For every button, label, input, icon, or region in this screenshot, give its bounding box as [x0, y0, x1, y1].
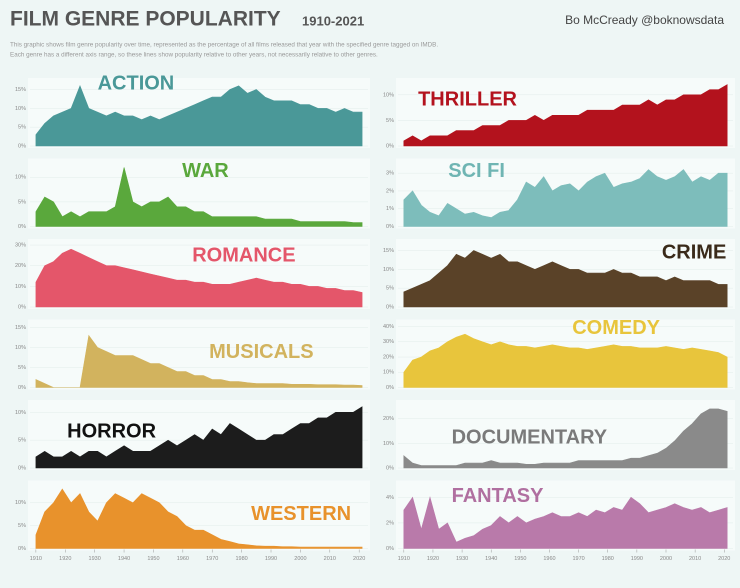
y-tick-label: 0%	[386, 143, 394, 149]
y-tick-label: 30%	[383, 339, 394, 345]
y-tick-label: 30%	[15, 243, 26, 249]
genre-label: ACTION	[98, 72, 175, 94]
y-tick-label: 0%	[18, 143, 26, 149]
genre-label: FANTASY	[452, 485, 545, 507]
genre-label: SCI FI	[448, 160, 505, 182]
y-tick-label: 0%	[18, 224, 26, 230]
x-tick-label: 1980	[602, 556, 614, 562]
x-tick-label: 1960	[177, 556, 189, 562]
y-tick-label: 10%	[383, 441, 394, 447]
y-tick-label: 2%	[386, 520, 394, 526]
x-tick-label: 1960	[543, 556, 555, 562]
description: Each genre has a different axis range, s…	[10, 52, 378, 59]
title: FILM GENRE POPULARITY	[10, 8, 281, 31]
x-tick-label: 2010	[689, 556, 701, 562]
y-tick-label: 10%	[15, 284, 26, 290]
y-tick-label: 10%	[15, 410, 26, 416]
x-tick-label: 1920	[427, 556, 439, 562]
x-tick-label: 1920	[59, 556, 71, 562]
y-tick-label: 0%	[386, 385, 394, 391]
y-tick-label: 5%	[386, 286, 394, 292]
genre-label: COMEDY	[572, 317, 660, 339]
genre-label: MUSICALS	[209, 341, 313, 363]
y-tick-label: 0%	[386, 465, 394, 471]
x-tick-label: 1990	[631, 556, 643, 562]
area	[35, 488, 363, 549]
area	[35, 167, 363, 227]
y-tick-label: 20%	[383, 354, 394, 360]
genre-label: WAR	[182, 160, 229, 182]
area	[35, 84, 363, 147]
description: This graphic shows film genre popularity…	[10, 42, 438, 49]
genre-label: CRIME	[662, 241, 726, 263]
area	[35, 334, 363, 388]
x-tick-label: 1990	[265, 556, 277, 562]
y-tick-label: 10%	[383, 92, 394, 98]
y-tick-label: 0%	[18, 385, 26, 391]
x-tick-label: 1970	[572, 556, 584, 562]
y-tick-label: 5%	[18, 438, 26, 444]
y-tick-label: 0%	[386, 224, 394, 230]
y-tick-label: 15%	[15, 87, 26, 93]
y-tick-label: 3%	[386, 171, 394, 177]
y-tick-label: 5%	[18, 125, 26, 131]
y-tick-label: 0%	[18, 304, 26, 310]
x-tick-label: 2020	[353, 556, 365, 562]
y-tick-label: 0%	[386, 546, 394, 552]
y-tick-label: 10%	[383, 370, 394, 376]
x-tick-label: 1970	[206, 556, 218, 562]
area	[35, 406, 363, 469]
y-tick-label: 2%	[386, 188, 394, 194]
y-tick-label: 15%	[15, 325, 26, 331]
x-tick-label: 1980	[235, 556, 247, 562]
x-tick-label: 2000	[294, 556, 306, 562]
y-tick-label: 10%	[15, 500, 26, 506]
y-tick-label: 0%	[386, 304, 394, 310]
area	[403, 169, 728, 227]
y-tick-label: 0%	[18, 465, 26, 471]
area	[403, 333, 728, 388]
x-tick-label: 2020	[718, 556, 730, 562]
y-tick-label: 5%	[18, 199, 26, 205]
area	[403, 408, 728, 469]
genre-label: ROMANCE	[192, 244, 295, 266]
x-tick-label: 1910	[398, 556, 410, 562]
y-tick-label: 10%	[15, 175, 26, 181]
genre-label: DOCUMENTARY	[452, 426, 608, 448]
y-tick-label: 4%	[386, 495, 394, 501]
y-tick-label: 15%	[383, 248, 394, 254]
x-tick-label: 2000	[660, 556, 672, 562]
x-tick-label: 1940	[485, 556, 497, 562]
x-tick-label: 1930	[89, 556, 101, 562]
area	[403, 250, 728, 308]
area	[403, 496, 728, 549]
genre-label: WESTERN	[251, 503, 351, 525]
area	[403, 84, 728, 147]
y-tick-label: 0%	[18, 546, 26, 552]
y-tick-label: 10%	[15, 106, 26, 112]
genre-label: THRILLER	[418, 88, 517, 110]
y-tick-label: 5%	[18, 365, 26, 371]
y-tick-label: 40%	[383, 324, 394, 330]
x-tick-label: 1950	[147, 556, 159, 562]
x-tick-label: 1940	[118, 556, 130, 562]
author: Bo McCready @boknowsdata	[565, 13, 724, 27]
y-tick-label: 5%	[18, 523, 26, 529]
y-tick-label: 10%	[383, 267, 394, 273]
x-tick-label: 1950	[514, 556, 526, 562]
genre-label: HORROR	[67, 420, 156, 442]
y-tick-label: 20%	[15, 263, 26, 269]
x-tick-label: 1910	[30, 556, 42, 562]
y-tick-label: 20%	[383, 416, 394, 422]
x-tick-label: 1930	[456, 556, 468, 562]
area	[35, 248, 363, 308]
years: 1910-2021	[302, 13, 364, 28]
y-tick-label: 1%	[386, 206, 394, 212]
y-tick-label: 10%	[15, 345, 26, 351]
x-tick-label: 2010	[324, 556, 336, 562]
y-tick-label: 5%	[386, 118, 394, 124]
